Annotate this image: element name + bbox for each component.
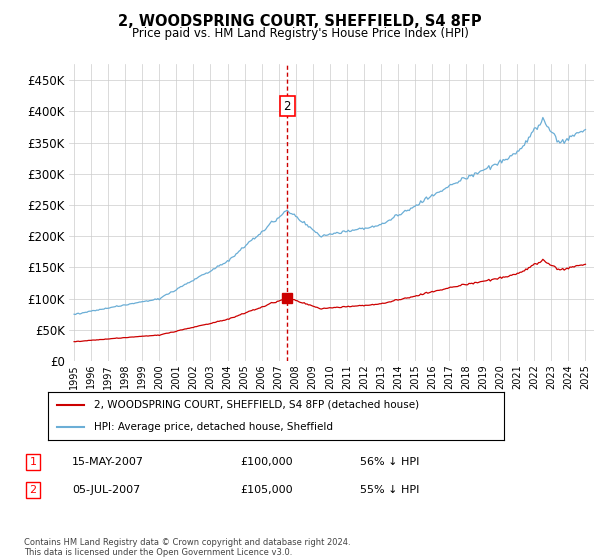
Text: Contains HM Land Registry data © Crown copyright and database right 2024.
This d: Contains HM Land Registry data © Crown c… [24, 538, 350, 557]
Text: 2, WOODSPRING COURT, SHEFFIELD, S4 8FP: 2, WOODSPRING COURT, SHEFFIELD, S4 8FP [118, 14, 482, 29]
Text: £100,000: £100,000 [240, 457, 293, 467]
Text: HPI: Average price, detached house, Sheffield: HPI: Average price, detached house, Shef… [94, 422, 332, 432]
Text: 2: 2 [29, 485, 37, 495]
Text: 55% ↓ HPI: 55% ↓ HPI [360, 485, 419, 495]
Text: 05-JUL-2007: 05-JUL-2007 [72, 485, 140, 495]
Text: 2: 2 [284, 100, 291, 113]
Text: £105,000: £105,000 [240, 485, 293, 495]
Text: 1: 1 [29, 457, 37, 467]
Text: 15-MAY-2007: 15-MAY-2007 [72, 457, 144, 467]
Text: Price paid vs. HM Land Registry's House Price Index (HPI): Price paid vs. HM Land Registry's House … [131, 27, 469, 40]
Text: 56% ↓ HPI: 56% ↓ HPI [360, 457, 419, 467]
Text: 2, WOODSPRING COURT, SHEFFIELD, S4 8FP (detached house): 2, WOODSPRING COURT, SHEFFIELD, S4 8FP (… [94, 400, 419, 410]
